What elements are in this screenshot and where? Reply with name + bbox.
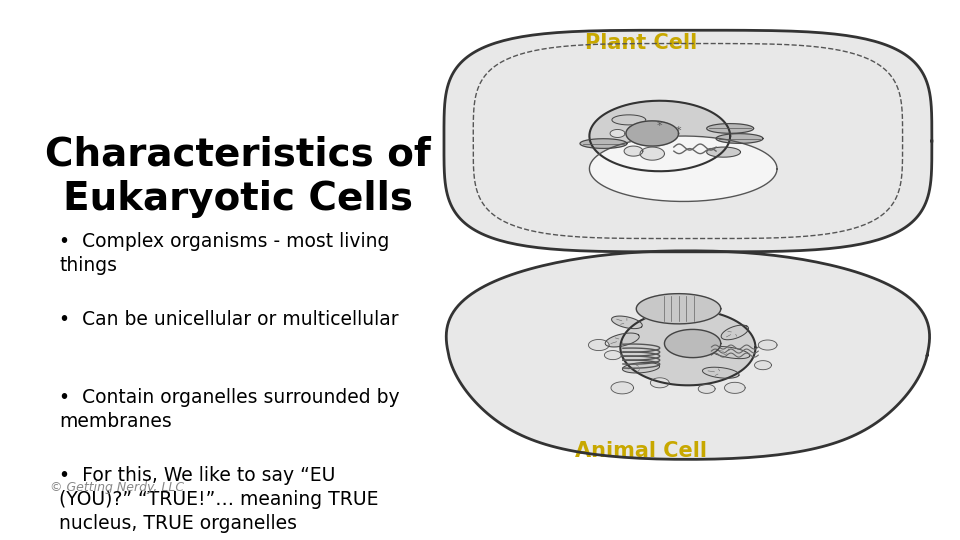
Polygon shape xyxy=(664,329,721,357)
Polygon shape xyxy=(444,30,932,252)
Polygon shape xyxy=(580,139,627,148)
Polygon shape xyxy=(605,333,639,347)
Polygon shape xyxy=(755,361,772,370)
Text: •  Complex organisms - most living
things: • Complex organisms - most living things xyxy=(60,232,390,275)
Text: •  Can be unicellular or multicellular: • Can be unicellular or multicellular xyxy=(60,310,399,329)
Text: *: * xyxy=(676,126,682,136)
Polygon shape xyxy=(612,316,642,329)
Polygon shape xyxy=(707,124,754,133)
Text: •  For this, We like to say “EU
(YOU)?” “TRUE!”… meaning TRUE
nucleus, TRUE orga: • For this, We like to say “EU (YOU)?” “… xyxy=(60,466,379,534)
Polygon shape xyxy=(650,378,669,388)
Polygon shape xyxy=(589,101,731,171)
Polygon shape xyxy=(721,325,749,340)
Polygon shape xyxy=(612,115,646,125)
Polygon shape xyxy=(620,310,756,386)
Polygon shape xyxy=(626,121,679,146)
Polygon shape xyxy=(640,147,664,160)
Polygon shape xyxy=(698,384,715,393)
Polygon shape xyxy=(758,340,777,350)
Polygon shape xyxy=(710,347,750,359)
Text: •  Contain organelles surrounded by
membranes: • Contain organelles surrounded by membr… xyxy=(60,388,400,431)
Polygon shape xyxy=(610,130,625,138)
Polygon shape xyxy=(636,294,721,324)
Polygon shape xyxy=(611,382,634,394)
Text: Animal Cell: Animal Cell xyxy=(575,441,707,461)
Polygon shape xyxy=(716,134,763,143)
Polygon shape xyxy=(446,251,929,460)
Polygon shape xyxy=(624,146,643,156)
Text: *: * xyxy=(657,121,662,131)
Polygon shape xyxy=(605,350,621,360)
Polygon shape xyxy=(622,362,660,373)
Text: Plant Cell: Plant Cell xyxy=(585,33,697,53)
Text: Characteristics of
Eukaryotic Cells: Characteristics of Eukaryotic Cells xyxy=(45,136,430,218)
Text: © Getting Nerdy, LLC: © Getting Nerdy, LLC xyxy=(50,481,184,494)
Polygon shape xyxy=(707,147,740,157)
Polygon shape xyxy=(589,136,777,201)
Polygon shape xyxy=(703,367,739,378)
Polygon shape xyxy=(725,382,745,393)
Polygon shape xyxy=(588,340,609,350)
